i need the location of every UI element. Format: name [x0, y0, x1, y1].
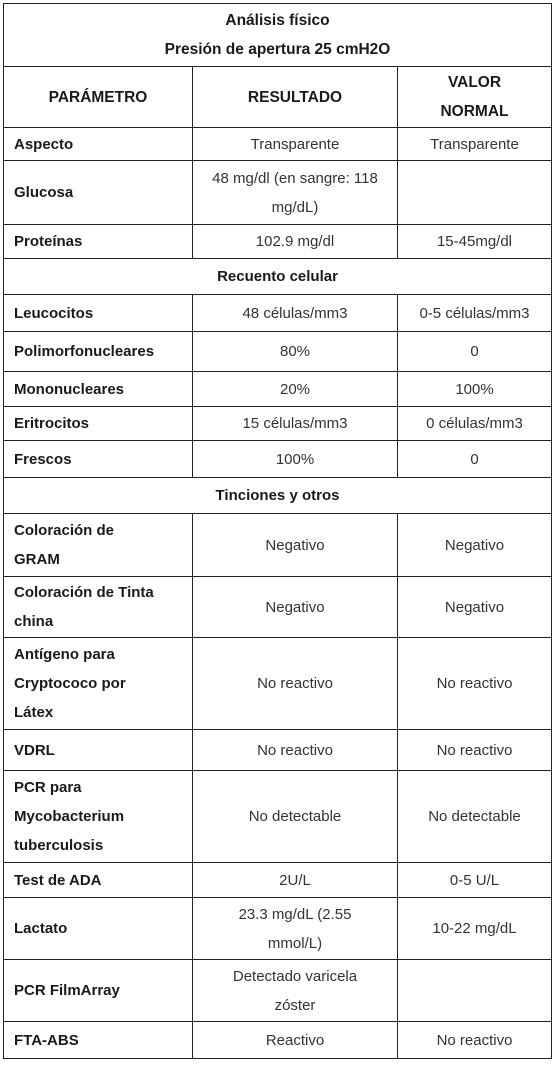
table-row: PCR para Mycobacterium tuberculosis No d… — [3, 770, 552, 863]
table-row: Coloración de Tinta china Negativo Negat… — [3, 576, 552, 638]
param-cell: Frescos — [3, 440, 193, 478]
normal-cell: 15-45mg/dl — [397, 224, 552, 259]
result-cell: Transparente — [192, 127, 398, 161]
result-cell: 80% — [192, 331, 398, 372]
table-title: Análisis físico — [225, 12, 330, 29]
param-cell: Lactato — [3, 897, 193, 960]
normal-cell: No reactivo — [397, 1021, 552, 1059]
result-cell: Negativo — [192, 513, 398, 577]
result-cell: 15 células/mm3 — [192, 406, 398, 441]
normal-cell — [397, 959, 552, 1022]
normal-cell: 0 — [397, 331, 552, 372]
param-cell: Aspecto — [3, 127, 193, 161]
normal-cell: 10-22 mg/dL — [397, 897, 552, 960]
section-title-tinciones: Tinciones y otros — [3, 477, 552, 514]
result-cell: 2U/L — [192, 862, 398, 898]
table-row: Leucocitos 48 células/mm3 0-5 células/mm… — [3, 294, 552, 332]
result-cell: 48 células/mm3 — [192, 294, 398, 332]
param-cell: Leucocitos — [3, 294, 193, 332]
table-row: VDRL No reactivo No reactivo — [3, 729, 552, 771]
normal-cell: 100% — [397, 371, 552, 407]
table-row: FTA-ABS Reactivo No reactivo — [3, 1021, 552, 1059]
result-cell: No reactivo — [192, 729, 398, 771]
param-cell: Coloración de GRAM — [3, 513, 193, 577]
result-cell: 102.9 mg/dl — [192, 224, 398, 259]
results-table: Análisis físico Presión de apertura 25 c… — [3, 3, 552, 1059]
table-row: PCR FilmArray Detectado varicela zóster — [3, 959, 552, 1022]
table-title-cell: Análisis físico Presión de apertura 25 c… — [3, 3, 552, 67]
param-cell: PCR FilmArray — [3, 959, 193, 1022]
table-row: Proteínas 102.9 mg/dl 15-45mg/dl — [3, 224, 552, 259]
result-cell: Detectado varicela zóster — [192, 959, 398, 1022]
header-normal: VALOR NORMAL — [397, 66, 552, 128]
table-row: Eritrocitos 15 células/mm3 0 células/mm3 — [3, 406, 552, 441]
table-title-row: Análisis físico Presión de apertura 25 c… — [3, 3, 552, 67]
table-row: Antígeno para Cryptococo por Látex No re… — [3, 637, 552, 730]
param-cell: Antígeno para Cryptococo por Látex — [3, 637, 193, 730]
result-cell: 23.3 mg/dL (2.55 mmol/L) — [192, 897, 398, 960]
table-row: Lactato 23.3 mg/dL (2.55 mmol/L) 10-22 m… — [3, 897, 552, 960]
result-cell: 48 mg/dl (en sangre: 118 mg/dL) — [192, 160, 398, 225]
normal-cell: 0 — [397, 440, 552, 478]
param-cell: FTA-ABS — [3, 1021, 193, 1059]
param-cell: Polimorfonucleares — [3, 331, 193, 372]
result-cell: No reactivo — [192, 637, 398, 730]
result-cell: Negativo — [192, 576, 398, 638]
result-cell: Reactivo — [192, 1021, 398, 1059]
param-cell: Test de ADA — [3, 862, 193, 898]
result-cell: 100% — [192, 440, 398, 478]
section-row: Recuento celular — [3, 258, 552, 295]
normal-cell: Transparente — [397, 127, 552, 161]
param-cell: Glucosa — [3, 160, 193, 225]
normal-cell: No detectable — [397, 770, 552, 863]
table-row: Polimorfonucleares 80% 0 — [3, 331, 552, 372]
header-result: RESULTADO — [192, 66, 398, 128]
normal-cell: Negativo — [397, 576, 552, 638]
normal-cell: 0-5 U/L — [397, 862, 552, 898]
normal-cell: 0-5 células/mm3 — [397, 294, 552, 332]
result-cell: 20% — [192, 371, 398, 407]
section-title-celular: Recuento celular — [3, 258, 552, 295]
table-header-row: PARÁMETRO RESULTADO VALOR NORMAL — [3, 66, 552, 128]
param-cell: VDRL — [3, 729, 193, 771]
normal-cell: No reactivo — [397, 637, 552, 730]
normal-cell — [397, 160, 552, 225]
param-cell: PCR para Mycobacterium tuberculosis — [3, 770, 193, 863]
table-row: Coloración de GRAM Negativo Negativo — [3, 513, 552, 577]
result-cell: No detectable — [192, 770, 398, 863]
param-cell: Proteínas — [3, 224, 193, 259]
table-subtitle: Presión de apertura 25 cmH2O — [164, 41, 391, 58]
table-row: Mononucleares 20% 100% — [3, 371, 552, 407]
param-cell: Mononucleares — [3, 371, 193, 407]
section-row: Tinciones y otros — [3, 477, 552, 514]
normal-cell: 0 células/mm3 — [397, 406, 552, 441]
table-row: Glucosa 48 mg/dl (en sangre: 118 mg/dL) — [3, 160, 552, 225]
header-param: PARÁMETRO — [3, 66, 193, 128]
param-cell: Eritrocitos — [3, 406, 193, 441]
table-row: Frescos 100% 0 — [3, 440, 552, 478]
normal-cell: Negativo — [397, 513, 552, 577]
table-row: Aspecto Transparente Transparente — [3, 127, 552, 161]
normal-cell: No reactivo — [397, 729, 552, 771]
table-row: Test de ADA 2U/L 0-5 U/L — [3, 862, 552, 898]
param-cell: Coloración de Tinta china — [3, 576, 193, 638]
